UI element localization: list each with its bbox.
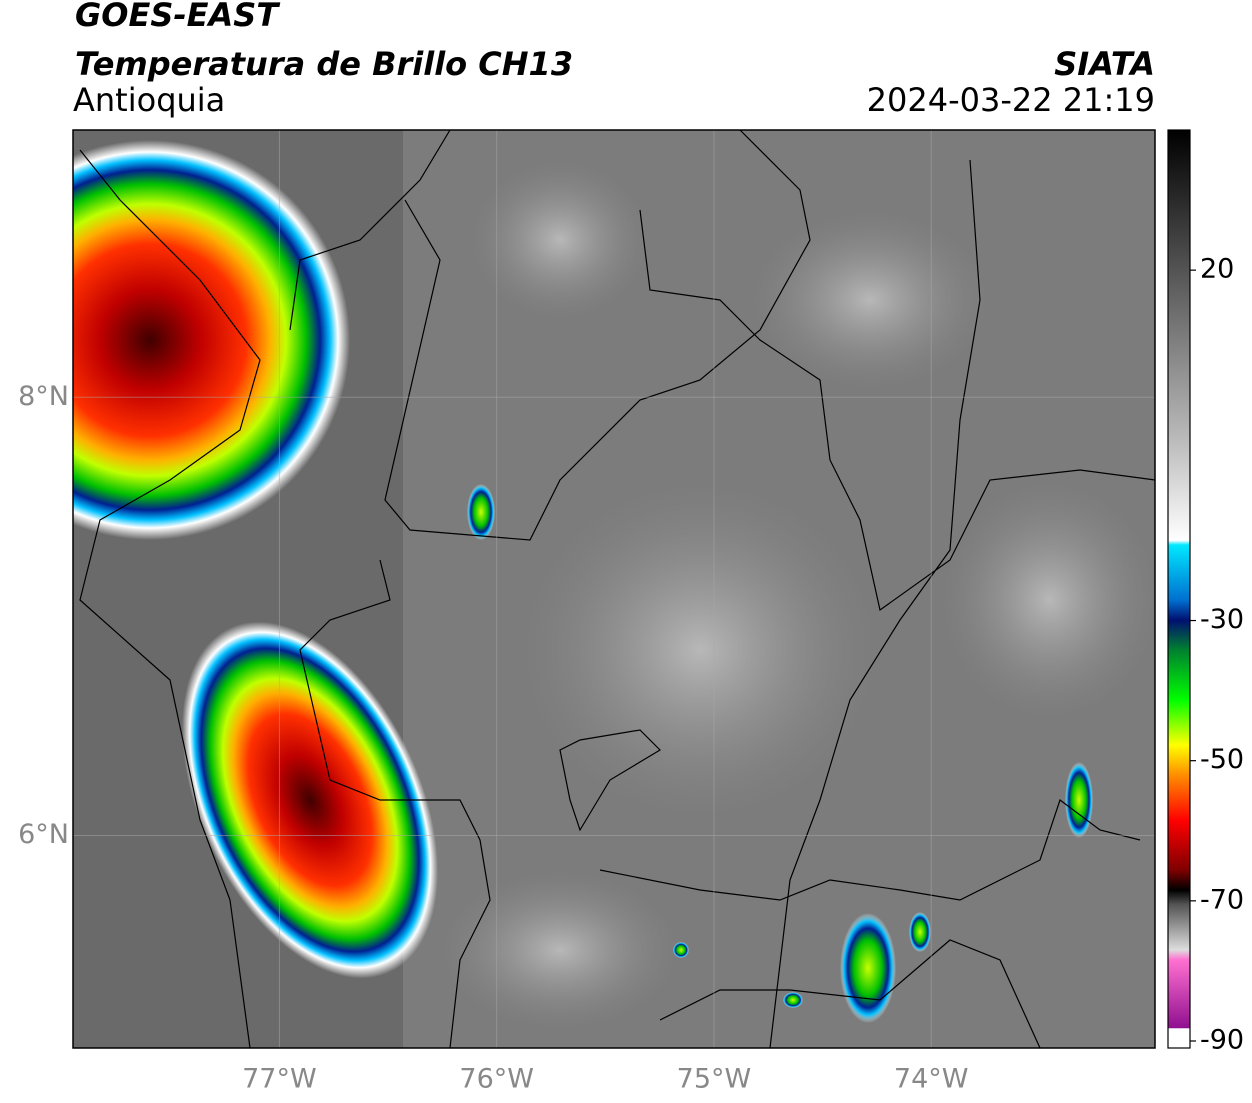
subtitle: Temperatura de Brillo CH13 (75, 45, 573, 83)
y-tick-label: 8°N (18, 381, 69, 412)
grid (73, 130, 1155, 1048)
datetime: 2024-03-22 21:19 (867, 81, 1155, 119)
colorbar-tick-label: -50 (1200, 744, 1244, 775)
y-tick-label: 6°N (18, 819, 69, 850)
colorbar-tick-label: -70 (1200, 884, 1244, 915)
x-tick-label: 76°W (459, 1064, 534, 1095)
colorbar-tick-label: -90 (1200, 1024, 1244, 1055)
map-frame (72, 129, 1156, 1049)
title: GOES-EAST (75, 0, 280, 34)
source: SIATA (1054, 45, 1155, 83)
x-tick-label: 77°W (242, 1064, 317, 1095)
colorbar-tick-label: -30 (1200, 604, 1244, 635)
x-tick-label: 75°W (677, 1064, 752, 1095)
satellite-image (73, 130, 1155, 1048)
colorbar (1167, 129, 1191, 1049)
x-tick-label: 74°W (894, 1064, 969, 1095)
colorbar-tick-label: 20 (1200, 254, 1234, 285)
region: Antioquia (73, 81, 225, 119)
